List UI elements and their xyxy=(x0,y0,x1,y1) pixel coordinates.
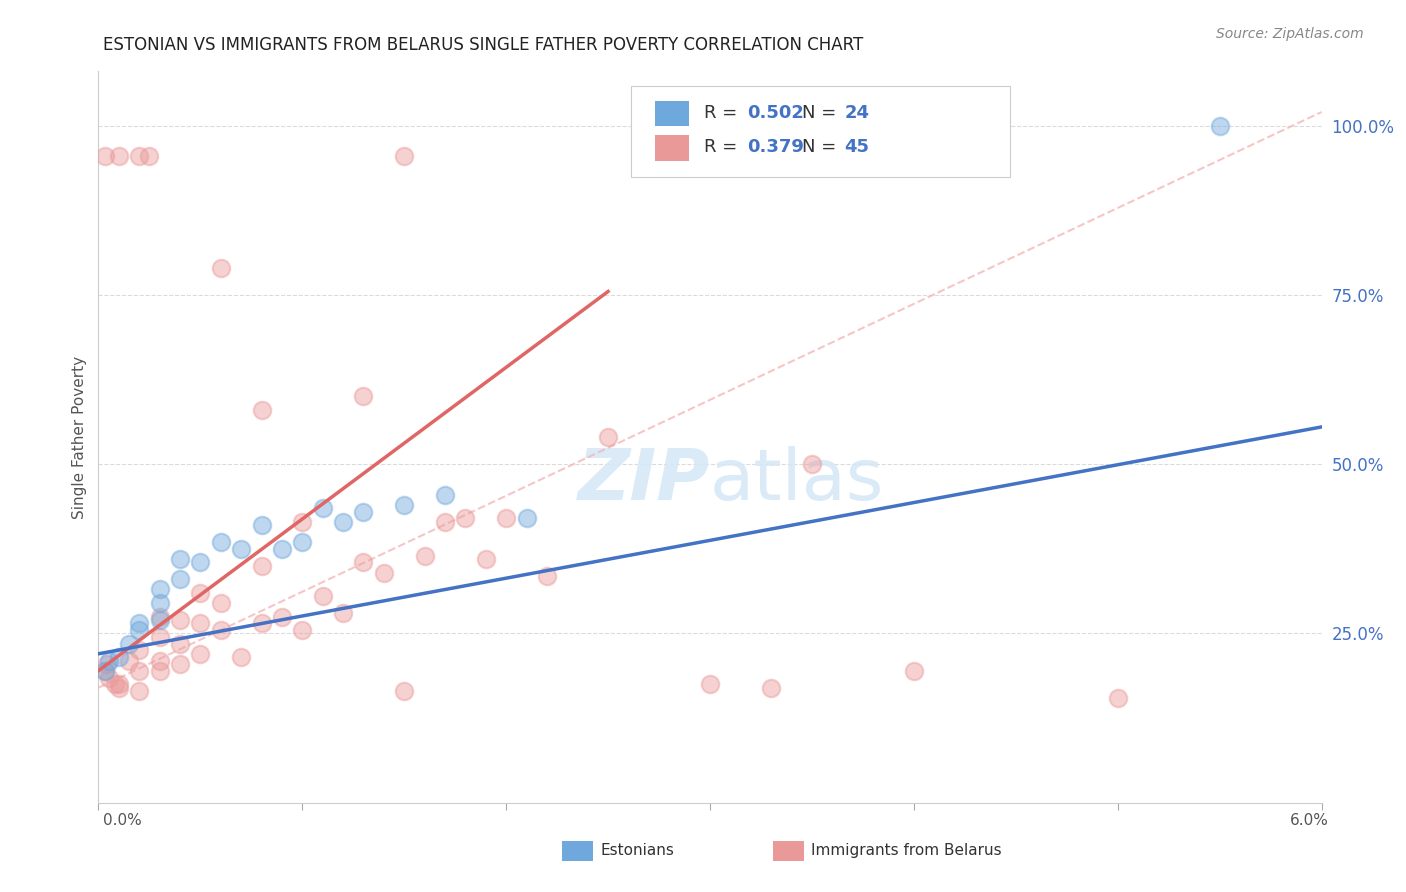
Text: 0.502: 0.502 xyxy=(747,104,804,122)
Point xyxy=(291,515,314,529)
Point xyxy=(209,535,232,549)
Point xyxy=(149,664,172,678)
Point xyxy=(188,616,212,631)
Point xyxy=(149,630,172,644)
Point xyxy=(93,664,115,678)
Point xyxy=(118,637,141,651)
Point xyxy=(128,664,150,678)
Y-axis label: Single Father Poverty: Single Father Poverty xyxy=(72,356,87,518)
FancyBboxPatch shape xyxy=(655,101,689,126)
Point xyxy=(169,637,191,651)
Text: N =: N = xyxy=(801,138,842,156)
Text: ZIP: ZIP xyxy=(578,447,710,516)
Point xyxy=(231,650,253,665)
Point xyxy=(392,498,416,512)
Text: 24: 24 xyxy=(845,104,869,122)
Point xyxy=(128,149,150,163)
Point xyxy=(516,511,538,525)
Point xyxy=(104,677,127,691)
Point xyxy=(332,515,354,529)
Point xyxy=(291,623,314,637)
Point xyxy=(188,586,212,600)
Point xyxy=(392,149,416,163)
Point xyxy=(118,654,141,668)
Point xyxy=(801,457,824,471)
Point xyxy=(699,677,721,691)
Point xyxy=(903,664,925,678)
Point xyxy=(188,647,212,661)
Point xyxy=(128,616,150,631)
Point xyxy=(270,609,292,624)
Text: 45: 45 xyxy=(845,138,869,156)
Point xyxy=(188,555,212,569)
Point xyxy=(93,149,115,163)
Point xyxy=(128,643,150,657)
Point xyxy=(392,684,416,698)
FancyBboxPatch shape xyxy=(655,135,689,161)
Point xyxy=(108,149,131,163)
Point xyxy=(1208,119,1232,133)
Text: ESTONIAN VS IMMIGRANTS FROM BELARUS SINGLE FATHER POVERTY CORRELATION CHART: ESTONIAN VS IMMIGRANTS FROM BELARUS SING… xyxy=(103,36,863,54)
Point xyxy=(169,657,191,671)
Text: N =: N = xyxy=(801,104,842,122)
Point xyxy=(128,684,150,698)
Point xyxy=(332,606,354,620)
Point xyxy=(352,389,374,403)
Point xyxy=(231,541,253,556)
Point xyxy=(96,657,118,671)
Point xyxy=(250,403,273,417)
Point xyxy=(373,566,395,580)
Point xyxy=(495,511,517,525)
Point xyxy=(270,541,292,556)
Point xyxy=(598,430,620,444)
FancyBboxPatch shape xyxy=(630,86,1010,178)
Point xyxy=(761,681,783,695)
Text: atlas: atlas xyxy=(710,447,884,516)
Point xyxy=(250,558,273,573)
Point xyxy=(433,515,456,529)
Point xyxy=(250,518,273,533)
Point xyxy=(128,623,150,637)
Point xyxy=(169,552,191,566)
Point xyxy=(352,505,374,519)
Text: 0.0%: 0.0% xyxy=(103,814,142,828)
Point xyxy=(413,549,436,563)
Point xyxy=(138,149,160,163)
Point xyxy=(536,569,558,583)
Point xyxy=(149,609,172,624)
Text: Estonians: Estonians xyxy=(600,844,675,858)
Point xyxy=(454,511,477,525)
Point xyxy=(108,681,131,695)
Point xyxy=(209,260,232,275)
Text: R =: R = xyxy=(704,104,742,122)
Point xyxy=(250,616,273,631)
Point xyxy=(149,596,172,610)
Point xyxy=(169,613,191,627)
Text: Source: ZipAtlas.com: Source: ZipAtlas.com xyxy=(1216,27,1364,41)
Point xyxy=(169,572,191,586)
Point xyxy=(97,671,120,685)
Text: R =: R = xyxy=(704,138,742,156)
Point xyxy=(209,596,232,610)
Point xyxy=(1107,690,1129,705)
Text: 6.0%: 6.0% xyxy=(1289,814,1329,828)
Point xyxy=(311,501,335,516)
Point xyxy=(311,589,335,603)
Text: 0.379: 0.379 xyxy=(747,138,804,156)
Point xyxy=(433,488,456,502)
Point xyxy=(149,613,172,627)
Point xyxy=(209,623,232,637)
Point xyxy=(108,650,131,665)
Point xyxy=(291,535,314,549)
Point xyxy=(108,677,131,691)
Point xyxy=(149,654,172,668)
Point xyxy=(149,582,172,597)
Point xyxy=(93,664,115,678)
Point xyxy=(352,555,374,569)
Point xyxy=(474,552,498,566)
Point xyxy=(97,654,120,668)
Text: Immigrants from Belarus: Immigrants from Belarus xyxy=(811,844,1002,858)
